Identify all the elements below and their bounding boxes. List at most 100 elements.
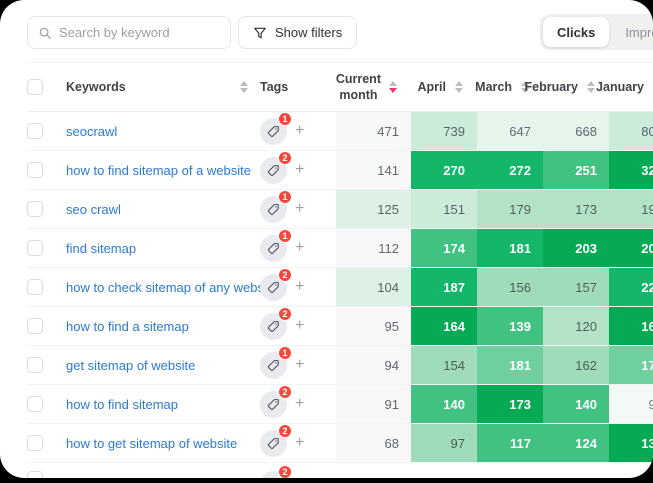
- tag-count-badge: 2: [278, 465, 292, 478]
- tag-icon: [267, 437, 279, 449]
- add-tag-button[interactable]: +: [295, 200, 305, 217]
- keyword-search-box[interactable]: [27, 16, 231, 49]
- sort-keywords-icon[interactable]: [238, 79, 250, 95]
- keyword-link[interactable]: get sitemap of website: [66, 357, 196, 373]
- month-value-cell: 181: [477, 346, 543, 384]
- show-filters-button[interactable]: Show filters: [238, 16, 358, 49]
- table-row: how to get sitemap of website 2 +68 97 117 12…: [27, 423, 653, 463]
- month-value-cell: 140: [411, 385, 477, 423]
- select-all-checkbox[interactable]: [27, 79, 43, 95]
- month-value-cell: 193: [609, 190, 653, 228]
- month-value-cell: 132: [609, 424, 653, 462]
- row-checkbox[interactable]: [27, 201, 43, 217]
- current-month-cell: 94: [336, 346, 411, 384]
- sort-march-icon[interactable]: [519, 79, 531, 95]
- tag-icon: [267, 281, 279, 293]
- add-tag-button[interactable]: +: [295, 356, 305, 373]
- sort-april-icon[interactable]: [453, 79, 465, 95]
- table-row: seocrawl 1+471739647668807: [27, 111, 653, 151]
- tag-count-badge: 2: [278, 267, 292, 282]
- toggle-option-impressions[interactable]: Impressions: [625, 24, 653, 40]
- search-input[interactable]: [59, 25, 220, 40]
- current-month-cell: 471: [336, 112, 411, 150]
- current-month-cell: 68: [336, 424, 411, 462]
- tag-count-badge: 2: [278, 150, 292, 165]
- toggle-option-clicks[interactable]: Clicks: [543, 17, 610, 47]
- tag-icon: [267, 164, 279, 176]
- tag-count-badge: 1: [278, 189, 292, 204]
- current-month-cell: 141: [336, 151, 411, 189]
- tag-count-badge: 2: [278, 306, 292, 321]
- column-header-march: March: [475, 80, 512, 94]
- keyword-link[interactable]: how to find sitemap of a website: [66, 162, 251, 178]
- tag-count-badge: 1: [278, 111, 292, 126]
- tag-icon: [267, 203, 279, 215]
- month-value-cell: 151: [411, 190, 477, 228]
- keyword-link[interactable]: how to check sitemap of any website: [66, 279, 278, 295]
- current-month-cell: 95: [336, 307, 411, 345]
- tag-button[interactable]: 2: [260, 306, 292, 340]
- month-value-cell: 124: [543, 424, 609, 462]
- add-tag-button[interactable]: +: [295, 278, 305, 295]
- tag-button[interactable]: 1: [260, 189, 292, 223]
- keyword-link[interactable]: how to find sitemap: [66, 396, 179, 412]
- month-value-cell: 154: [411, 346, 477, 384]
- row-checkbox[interactable]: [27, 279, 43, 295]
- row-checkbox[interactable]: [27, 318, 43, 334]
- tag-icon: [267, 125, 279, 137]
- month-value-cell: 162: [543, 346, 609, 384]
- add-tag-button[interactable]: +: [295, 434, 305, 451]
- tag-button[interactable]: 2: [260, 384, 292, 418]
- row-checkbox[interactable]: [27, 471, 43, 478]
- table-row: 2: [27, 463, 653, 478]
- month-value-cell: 177: [609, 346, 653, 384]
- row-checkbox[interactable]: [27, 123, 43, 139]
- add-tag-button[interactable]: +: [295, 317, 305, 334]
- row-checkbox[interactable]: [27, 162, 43, 178]
- keyword-link[interactable]: find sitemap: [66, 240, 137, 256]
- month-value-cell: 173: [477, 385, 543, 423]
- sort-current-month-icon[interactable]: [387, 79, 399, 95]
- keyword-link[interactable]: how to find a sitemap: [66, 318, 189, 334]
- tag-button[interactable]: 2: [260, 465, 292, 478]
- keyword-link[interactable]: seo crawl: [66, 201, 121, 217]
- keyword-link[interactable]: how to get sitemap of website: [66, 435, 238, 451]
- metric-toggle: Clicks Impressions: [540, 14, 653, 50]
- month-value-cell: 97: [609, 385, 653, 423]
- tag-button[interactable]: 1: [260, 345, 292, 379]
- month-value-cell: 647: [477, 112, 543, 150]
- month-value-cell: 326: [609, 151, 653, 189]
- table-row: seo crawl 1+125151179173193: [27, 189, 653, 229]
- month-value-cell: 117: [477, 424, 543, 462]
- search-icon: [39, 27, 51, 39]
- row-checkbox[interactable]: [27, 396, 43, 412]
- keyword-link[interactable]: seocrawl: [66, 123, 118, 139]
- month-value-cell: 167: [609, 307, 653, 345]
- sort-february-icon[interactable]: [585, 79, 597, 95]
- tag-count-badge: 2: [278, 384, 292, 399]
- tag-button[interactable]: 1: [260, 228, 292, 262]
- table-row: how to find sitemap of a website 2 +141 270…: [27, 150, 653, 190]
- table-row: find sitemap 1+112174181203207: [27, 228, 653, 268]
- tag-button[interactable]: 1: [260, 111, 292, 145]
- add-tag-button[interactable]: +: [295, 395, 305, 412]
- add-tag-button[interactable]: +: [295, 161, 305, 178]
- month-value-cell: 173: [543, 190, 609, 228]
- row-checkbox[interactable]: [27, 240, 43, 256]
- add-tag-button[interactable]: +: [295, 239, 305, 256]
- row-checkbox[interactable]: [27, 435, 43, 451]
- column-header-keywords: Keywords: [66, 80, 126, 94]
- tag-button[interactable]: 2: [260, 150, 292, 184]
- month-value-cell: 668: [543, 112, 609, 150]
- row-checkbox[interactable]: [27, 357, 43, 373]
- show-filters-label: Show filters: [275, 25, 343, 40]
- add-tag-button[interactable]: +: [295, 122, 305, 139]
- filter-funnel-icon: [254, 27, 266, 38]
- month-value-cell: 139: [477, 307, 543, 345]
- month-value-cell: 739: [411, 112, 477, 150]
- tag-button[interactable]: 2: [260, 267, 292, 301]
- month-headers: April March February January: [411, 79, 653, 95]
- tag-button[interactable]: 2: [260, 423, 292, 457]
